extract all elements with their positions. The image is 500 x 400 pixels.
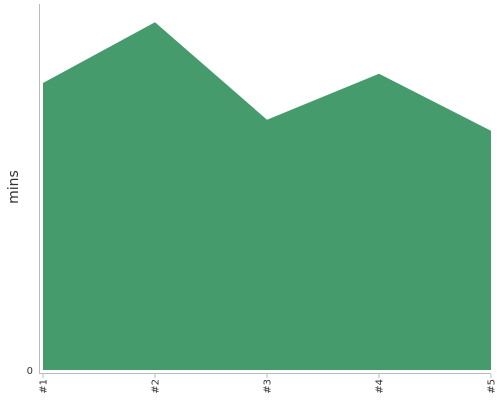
- x-tick-label: #4: [375, 379, 386, 394]
- x-tick-label: #1: [39, 379, 50, 394]
- area-series: [43, 22, 491, 371]
- y-tick-label: 0: [27, 366, 33, 377]
- y-axis-ticks: 0: [27, 366, 33, 377]
- y-axis-title: mins: [6, 170, 22, 204]
- plot-area: [43, 22, 491, 371]
- x-tick-label: #3: [263, 379, 274, 394]
- x-axis-ticks: #1 #2 #3 #4 #5: [39, 374, 498, 394]
- x-tick-label: #5: [487, 379, 498, 394]
- x-tick-label: #2: [151, 379, 162, 394]
